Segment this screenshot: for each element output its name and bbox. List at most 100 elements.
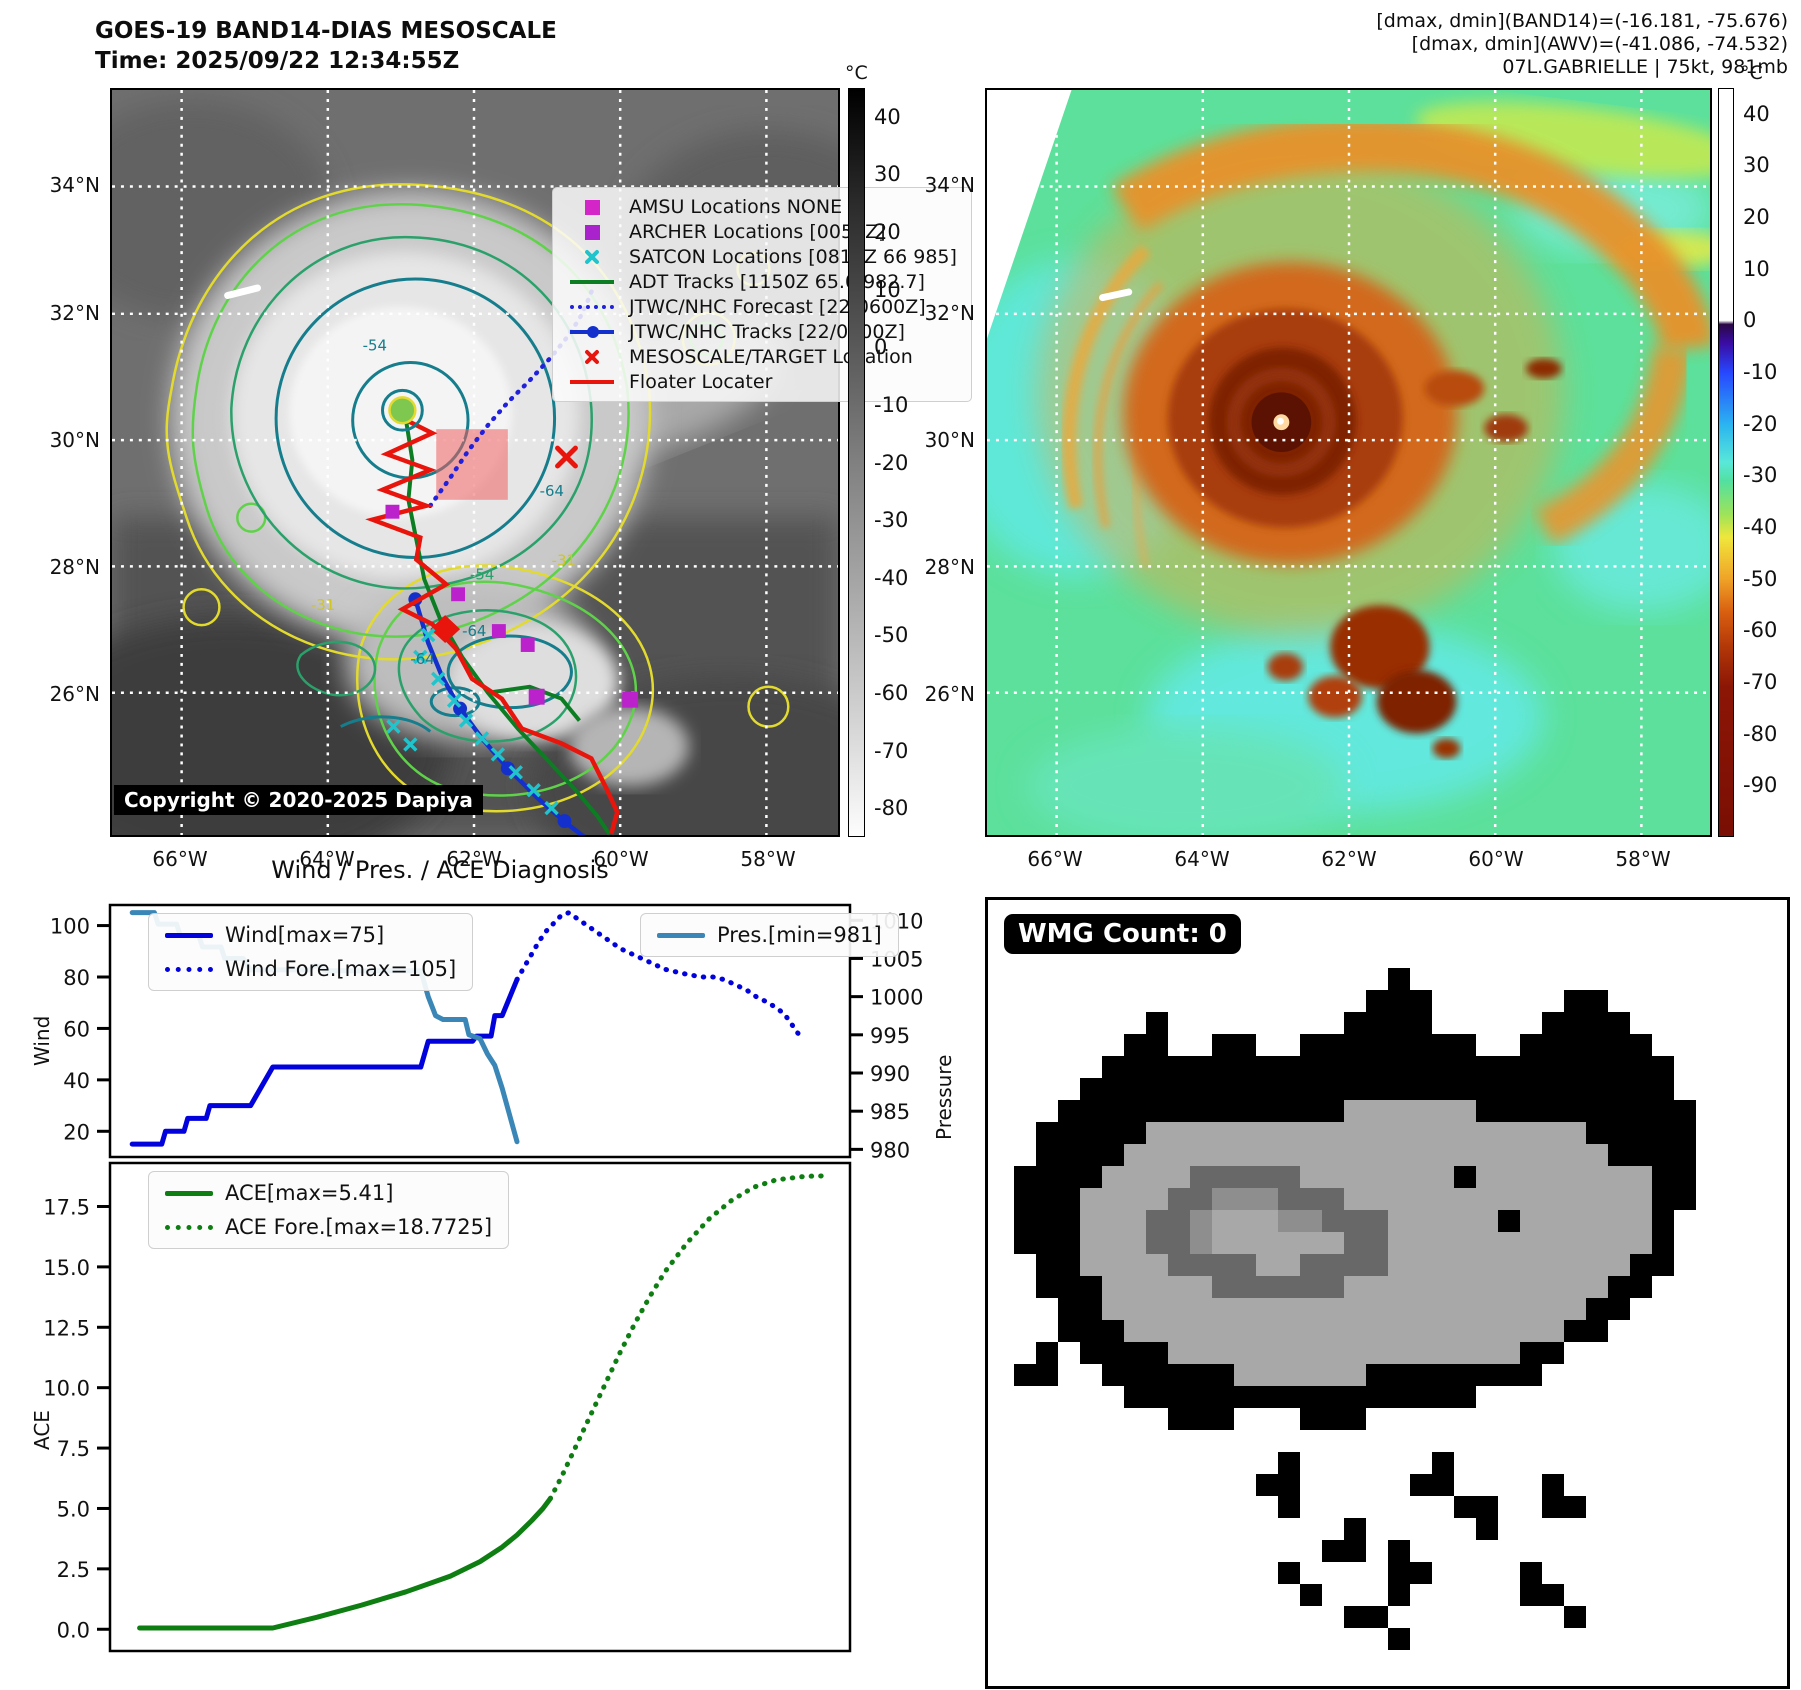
wmg-cell <box>1080 1320 1102 1342</box>
wmg-cell <box>1278 1320 1300 1342</box>
wmg-cell <box>1410 1320 1432 1342</box>
wmg-cell <box>1498 1188 1520 1210</box>
wmg-cell <box>1388 968 1410 990</box>
satcon-markers <box>386 627 559 816</box>
wmg-cell <box>1212 1298 1234 1320</box>
wmg-cell <box>1520 1144 1542 1166</box>
wmg-cell <box>1366 1232 1388 1254</box>
wmg-cell <box>1542 1320 1564 1342</box>
y-tick-right-label: 990 <box>870 1062 910 1086</box>
wmg-cell <box>1630 1056 1652 1078</box>
band14-title-line1: GOES-19 BAND14-DIAS MESOSCALE <box>95 18 557 44</box>
wmg-cell <box>1366 1144 1388 1166</box>
colorbar-tick-label: -50 <box>874 623 909 648</box>
colorbar-tick-label: 40 <box>1743 101 1770 126</box>
wmg-cell <box>1344 1320 1366 1342</box>
wmg-cell <box>1410 1364 1432 1386</box>
wmg-cell <box>1586 1122 1608 1144</box>
wmg-cell <box>1080 1078 1102 1100</box>
wmg-cell <box>1564 1078 1586 1100</box>
wmg-cell <box>1102 1144 1124 1166</box>
wmg-cell <box>1168 1056 1190 1078</box>
wmg-cell <box>1586 990 1608 1012</box>
wmg-cell <box>1366 1100 1388 1122</box>
wmg-cell <box>1256 1122 1278 1144</box>
wmg-cell <box>1454 1276 1476 1298</box>
wmg-cell <box>1036 1364 1058 1386</box>
wmg-cell <box>1168 1408 1190 1430</box>
wmg-cell <box>1520 1298 1542 1320</box>
wmg-cell <box>1212 1232 1234 1254</box>
wmg-cell <box>1344 1012 1366 1034</box>
chart-legend-item: Pres.[min=981] <box>657 923 882 947</box>
wmg-cell <box>1102 1298 1124 1320</box>
y-tick-label: 2.5 <box>57 1558 90 1582</box>
wmg-cell <box>1080 1122 1102 1144</box>
colorbar-tick-label: -40 <box>1743 515 1778 540</box>
wmg-cell <box>1234 1100 1256 1122</box>
wmg-cell <box>1322 1034 1344 1056</box>
wmg-cell <box>1630 1232 1652 1254</box>
wmg-cell <box>1322 1320 1344 1342</box>
wmg-cell <box>1300 1144 1322 1166</box>
ace-fore-max-18-7725--series <box>547 1173 831 1502</box>
wmg-cell <box>1674 1188 1696 1210</box>
colorbar-tick-label: 10 <box>1743 256 1770 281</box>
wmg-cell <box>1300 1276 1322 1298</box>
wmg-cell <box>1256 1166 1278 1188</box>
wmg-cell <box>1410 1012 1432 1034</box>
wmg-cell <box>1322 1386 1344 1408</box>
wmg-cell <box>1388 1122 1410 1144</box>
wmg-cell <box>1542 1100 1564 1122</box>
wmg-cell <box>1520 1166 1542 1188</box>
wmg-cell <box>1300 1100 1322 1122</box>
wmg-cell <box>1564 1034 1586 1056</box>
awv-annot-storm: 07L.GABRIELLE | 75kt, 981mb <box>1502 56 1788 78</box>
jtwc-forecast-track <box>428 284 596 508</box>
wmg-cell <box>1344 1254 1366 1276</box>
wmg-cell <box>1036 1210 1058 1232</box>
wmg-cell <box>1278 1298 1300 1320</box>
wmg-cell <box>1542 1584 1564 1606</box>
wmg-cell <box>1454 1364 1476 1386</box>
wmg-cell <box>1102 1078 1124 1100</box>
wmg-cell <box>1586 1166 1608 1188</box>
awv-annot-band14: [dmax, dmin](BAND14)=(-16.181, -75.676) <box>1376 10 1788 32</box>
wmg-cell <box>1344 1606 1366 1628</box>
wmg-cell <box>1564 1144 1586 1166</box>
wmg-cell <box>1124 1298 1146 1320</box>
wmg-cell <box>1586 1034 1608 1056</box>
wmg-cell <box>1432 1320 1454 1342</box>
y-tick-right-label: 995 <box>870 1024 910 1048</box>
colorbar-tick-label: -80 <box>1743 721 1778 746</box>
wmg-cell <box>1652 1210 1674 1232</box>
wmg-cell <box>1586 1276 1608 1298</box>
wmg-cell <box>1454 1210 1476 1232</box>
colorbar-tick-label: -50 <box>1743 566 1778 591</box>
band14-map-legend: AMSU Locations NONE ARCHER Locations [005… <box>552 187 972 402</box>
wmg-cell <box>1256 1078 1278 1100</box>
wmg-cell <box>1542 1012 1564 1034</box>
wmg-cell <box>1190 1342 1212 1364</box>
wmg-cell <box>1212 1254 1234 1276</box>
wmg-cell <box>1410 1254 1432 1276</box>
wmg-cell <box>1542 1078 1564 1100</box>
wmg-cell <box>1190 1276 1212 1298</box>
wmg-cell <box>1322 1144 1344 1166</box>
wmg-cell <box>1014 1188 1036 1210</box>
wmg-cell <box>1146 1034 1168 1056</box>
wmg-cell <box>1168 1188 1190 1210</box>
wmg-cell <box>1256 1364 1278 1386</box>
wmg-cell <box>1322 1188 1344 1210</box>
map-legend-item: JTWC/NHC Tracks [22/0600Z] <box>563 321 957 343</box>
wmg-cell <box>1520 1342 1542 1364</box>
wmg-cell <box>1652 1100 1674 1122</box>
lat-tick-label: 26°N <box>49 682 100 706</box>
wmg-cell <box>1542 1056 1564 1078</box>
wmg-cell <box>1366 1386 1388 1408</box>
wmg-cell <box>1454 1496 1476 1518</box>
lat-tick-label: 32°N <box>924 301 975 325</box>
wmg-cell <box>1344 1276 1366 1298</box>
wmg-cell <box>1388 1188 1410 1210</box>
lon-tick-label: 60°W <box>593 847 649 871</box>
